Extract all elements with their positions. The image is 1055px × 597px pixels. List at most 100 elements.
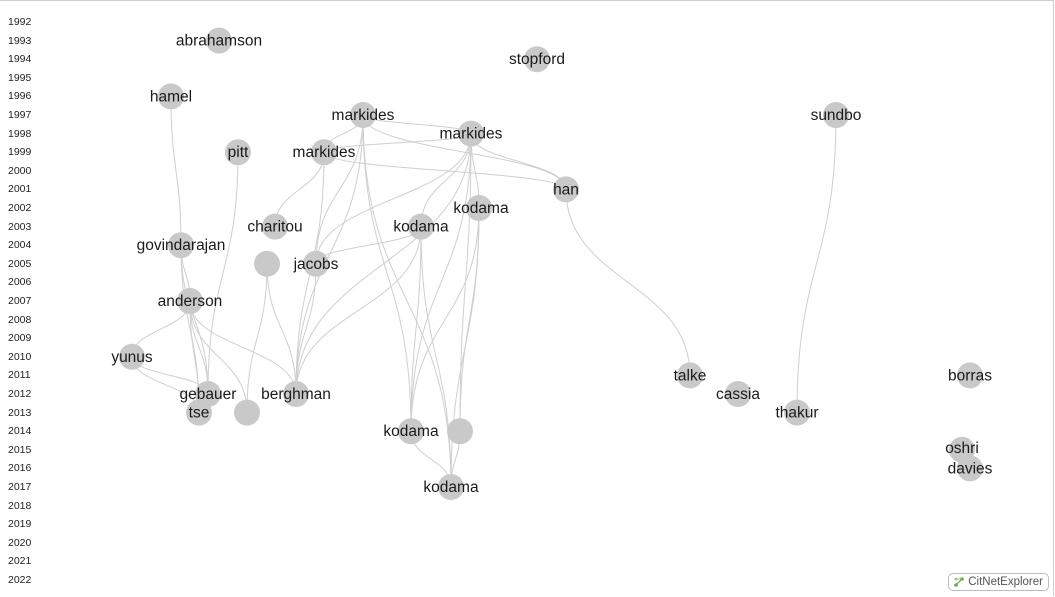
year-label: 2008 — [8, 313, 32, 326]
publication-node[interactable] — [186, 399, 212, 426]
year-label: 2012 — [8, 388, 32, 400]
publication-node[interactable] — [957, 455, 983, 482]
year-label: 2014 — [8, 425, 32, 438]
publication-label[interactable]: markides — [332, 107, 395, 124]
citation-edge — [410, 133, 472, 432]
publication-node[interactable] — [458, 120, 484, 147]
citation-edge — [180, 245, 209, 395]
publication-node[interactable] — [254, 250, 280, 277]
publication-node[interactable] — [283, 381, 309, 407]
year-label: 2002 — [8, 202, 32, 214]
publication-node[interactable] — [466, 195, 492, 221]
publication-label[interactable]: berghman — [261, 386, 331, 403]
publication-label[interactable]: jacobs — [293, 256, 339, 273]
publication-label[interactable]: govindarajan — [137, 237, 226, 254]
publication-label[interactable]: cassia — [716, 386, 760, 403]
year-label: 1992 — [8, 16, 32, 28]
citation-edge — [362, 114, 567, 190]
year-label: 1996 — [8, 90, 32, 103]
publication-label[interactable]: markides — [293, 144, 356, 161]
citation-edge — [565, 189, 691, 376]
citation-edge — [295, 133, 472, 395]
publication-node[interactable] — [823, 102, 849, 128]
publication-node[interactable] — [408, 213, 434, 240]
publication-label[interactable]: yunus — [111, 349, 153, 366]
publication-label[interactable]: kodama — [453, 200, 509, 217]
publication-label[interactable]: borras — [948, 367, 992, 384]
year-label: 2000 — [8, 164, 32, 177]
publication-node[interactable] — [524, 46, 550, 73]
publication-label[interactable]: talke — [674, 367, 707, 384]
year-label: 2018 — [8, 499, 32, 512]
publication-node[interactable] — [303, 250, 329, 277]
publication-label[interactable]: kodama — [393, 219, 449, 236]
year-label: 2022 — [8, 574, 32, 586]
year-label: 2010 — [8, 350, 32, 363]
publication-node[interactable] — [957, 362, 983, 389]
year-label: 1994 — [8, 53, 32, 66]
publication-node[interactable] — [206, 27, 232, 54]
publication-label[interactable]: kodama — [383, 423, 439, 440]
publication-label[interactable]: charitou — [247, 219, 302, 236]
brand-label: CitNetExplorer — [968, 576, 1043, 588]
publication-node[interactable] — [311, 139, 337, 166]
citation-edge — [170, 96, 182, 246]
publication-label[interactable]: kodama — [423, 479, 479, 496]
year-label: 1997 — [8, 109, 32, 121]
citation-edge — [410, 226, 422, 432]
year-label: 2019 — [8, 518, 32, 531]
publication-label[interactable]: markides — [440, 126, 503, 143]
publication-node[interactable] — [262, 213, 288, 240]
publication-label[interactable]: anderson — [158, 293, 223, 310]
publication-label[interactable]: stopford — [509, 51, 565, 68]
year-label: 2004 — [8, 239, 32, 252]
publication-label[interactable]: hamel — [150, 88, 192, 105]
citation-edge — [410, 207, 480, 432]
publication-node[interactable] — [677, 362, 703, 389]
publication-label[interactable]: davies — [948, 460, 993, 477]
year-label: 2006 — [8, 276, 32, 289]
publication-node[interactable] — [158, 83, 184, 110]
publication-node[interactable] — [784, 399, 810, 426]
year-label: 2015 — [8, 443, 32, 456]
year-label: 2003 — [8, 220, 32, 233]
publication-label[interactable]: oshri — [945, 440, 979, 457]
citnet-logo-icon — [954, 577, 965, 587]
publication-node[interactable] — [225, 139, 251, 166]
publication-node[interactable] — [447, 418, 473, 445]
publication-label[interactable]: tse — [189, 405, 210, 422]
publication-label[interactable]: han — [553, 181, 579, 198]
citation-edge — [295, 226, 422, 395]
publication-node[interactable] — [438, 474, 464, 500]
publication-label[interactable]: gebauer — [180, 386, 237, 403]
year-label: 2011 — [8, 369, 31, 382]
citation-edge — [315, 133, 472, 264]
publication-label[interactable]: abrahamson — [176, 33, 262, 50]
citation-edge — [246, 263, 268, 413]
year-label: 2007 — [8, 295, 32, 307]
citation-edge — [459, 207, 480, 432]
publication-node[interactable] — [177, 288, 203, 314]
publication-node[interactable] — [398, 418, 424, 445]
publication-node[interactable] — [725, 381, 751, 407]
publication-label[interactable]: sundbo — [811, 107, 862, 124]
year-label: 1999 — [8, 146, 32, 159]
citation-edge — [362, 114, 452, 488]
year-label: 2009 — [8, 332, 32, 345]
publication-node[interactable] — [553, 176, 579, 203]
publication-node[interactable] — [119, 343, 145, 370]
publication-node[interactable] — [168, 232, 194, 259]
year-label: 1993 — [8, 34, 32, 47]
publication-label[interactable]: thakur — [775, 405, 818, 422]
publication-node[interactable] — [350, 102, 376, 128]
year-label: 2001 — [8, 183, 32, 196]
publication-node[interactable] — [234, 399, 260, 426]
citation-edge — [796, 114, 837, 413]
publication-label[interactable]: pitt — [228, 144, 249, 161]
citation-edge — [362, 114, 412, 432]
year-label: 2017 — [8, 481, 32, 493]
year-label: 2020 — [8, 536, 32, 549]
citation-edge — [189, 300, 248, 413]
